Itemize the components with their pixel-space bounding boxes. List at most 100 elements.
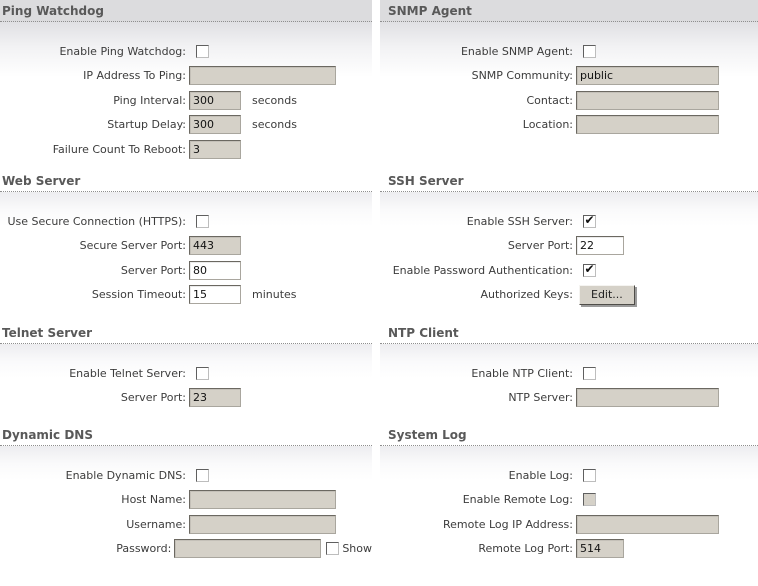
section-title: SNMP Agent bbox=[380, 0, 758, 22]
section-system-log: System Log Enable Log: Enable Remote Log: R… bbox=[380, 422, 758, 586]
field-row: Enable SSH Server: ✔ bbox=[380, 209, 758, 234]
host-name-input-label: Host Name: bbox=[121, 493, 186, 507]
startup-delay-input bbox=[189, 115, 241, 135]
username-input bbox=[189, 514, 336, 534]
password-input-label: Password: bbox=[116, 542, 172, 556]
ntp-server-input bbox=[576, 388, 719, 408]
band-row-1: Ping Watchdog Enable Ping Watchdog: IP Add… bbox=[0, 0, 758, 168]
contact-input-label: Contact: bbox=[526, 93, 573, 107]
field-row: Enable Remote Log: bbox=[380, 488, 758, 513]
location-input-label: Location: bbox=[522, 118, 573, 132]
ip-address-to-ping-input-label: IP Address To Ping: bbox=[83, 69, 186, 83]
field-row: Location: bbox=[380, 113, 758, 138]
section-body: Enable Log: Enable Remote Log: Remote Log … bbox=[380, 446, 758, 586]
field-row: Username: bbox=[0, 512, 372, 537]
web-server-port-input-label: Server Port: bbox=[120, 263, 186, 277]
field-row: Enable Log: bbox=[380, 463, 758, 488]
field-row: SNMP Community: bbox=[380, 64, 758, 89]
section-body: Enable NTP Client: NTP Server: bbox=[380, 344, 758, 424]
show-password-checkbox-label: Show bbox=[342, 542, 372, 556]
snmp-community-input bbox=[576, 66, 719, 86]
ping-interval-input-label: Ping Interval: bbox=[113, 93, 186, 107]
authorized-keys-edit-button-label: Authorized Keys: bbox=[480, 288, 574, 302]
enable-ntp-client-checkbox[interactable] bbox=[583, 366, 596, 380]
unit-label: minutes bbox=[252, 288, 297, 302]
authorized-keys-edit-button[interactable]: Edit... bbox=[579, 284, 635, 305]
section-snmp-agent: SNMP Agent Enable SNMP Agent: SNMP Communi… bbox=[380, 0, 758, 168]
field-row: Enable Ping Watchdog: bbox=[0, 39, 372, 64]
section-telnet-server: Telnet Server Enable Telnet Server: Server… bbox=[0, 320, 372, 424]
ssh-server-port-input-label: Server Port: bbox=[507, 239, 573, 253]
enable-telnet-server-checkbox[interactable] bbox=[196, 366, 209, 380]
section-dynamic-dns: Dynamic DNS Enable Dynamic DNS: Host Name:… bbox=[0, 422, 372, 586]
field-row: Enable NTP Client: bbox=[380, 361, 758, 386]
field-row: NTP Server: bbox=[380, 386, 758, 411]
field-row: Server Port: bbox=[0, 258, 372, 283]
session-timeout-input[interactable] bbox=[189, 285, 241, 305]
web-server-port-input[interactable] bbox=[189, 260, 241, 280]
section-title: Ping Watchdog bbox=[0, 0, 372, 22]
enable-ping-watchdog-checkbox[interactable] bbox=[196, 44, 209, 58]
enable-ssh-server-checkbox-label: Enable SSH Server: bbox=[466, 214, 573, 228]
enable-log-checkbox[interactable] bbox=[583, 468, 596, 482]
field-row: Enable Telnet Server: bbox=[0, 361, 372, 386]
ip-address-to-ping-input bbox=[189, 66, 336, 86]
secure-server-port-input-label: Secure Server Port: bbox=[79, 239, 186, 253]
section-title: NTP Client bbox=[380, 320, 758, 344]
failure-count-to-reboot-input-label: Failure Count To Reboot: bbox=[52, 142, 186, 156]
unit-label: seconds bbox=[252, 118, 297, 132]
host-name-input bbox=[189, 490, 336, 510]
failure-count-to-reboot-input bbox=[189, 139, 241, 159]
section-title: SSH Server bbox=[380, 168, 758, 192]
telnet-server-port-input-label: Server Port: bbox=[120, 391, 186, 405]
section-ntp-client: NTP Client Enable NTP Client: NTP Server: bbox=[380, 320, 758, 424]
field-row: Session Timeout: minutes bbox=[0, 283, 372, 308]
field-row: Enable SNMP Agent: bbox=[380, 39, 758, 64]
enable-snmp-agent-checkbox[interactable] bbox=[583, 44, 596, 58]
section-body: Enable Ping Watchdog: IP Address To Ping:… bbox=[0, 22, 372, 168]
ssh-server-port-input[interactable] bbox=[576, 236, 624, 256]
section-body: Enable Dynamic DNS: Host Name: Username: Pa… bbox=[0, 446, 372, 586]
remote-log-port-input bbox=[576, 539, 624, 559]
field-row: Server Port: bbox=[380, 234, 758, 259]
field-row: Remote Log Port: bbox=[380, 537, 758, 562]
enable-dynamic-dns-checkbox-label: Enable Dynamic DNS: bbox=[65, 468, 186, 482]
snmp-community-input-label: SNMP Community: bbox=[471, 69, 573, 83]
use-secure-connection-https-checkbox[interactable] bbox=[196, 214, 209, 228]
ntp-server-input-label: NTP Server: bbox=[508, 391, 573, 405]
remote-log-ip-address-input-label: Remote Log IP Address: bbox=[443, 517, 573, 531]
enable-remote-log-checkbox bbox=[583, 493, 596, 507]
show-password-checkbox[interactable] bbox=[326, 542, 340, 556]
secure-server-port-input bbox=[189, 236, 241, 256]
enable-password-authentication-checkbox[interactable]: ✔ bbox=[583, 262, 596, 277]
password-show-group: Show bbox=[326, 542, 372, 556]
section-title: Telnet Server bbox=[0, 320, 372, 344]
enable-ping-watchdog-checkbox-label: Enable Ping Watchdog: bbox=[59, 44, 186, 58]
session-timeout-input-label: Session Timeout: bbox=[91, 288, 186, 302]
field-row: Password: Show bbox=[0, 537, 372, 562]
remote-log-port-input-label: Remote Log Port: bbox=[478, 542, 573, 556]
enable-ssh-server-checkbox[interactable]: ✔ bbox=[583, 213, 596, 228]
check-mark-icon: ✔ bbox=[584, 213, 595, 228]
field-row: Ping Interval: seconds bbox=[0, 88, 372, 113]
section-title: Dynamic DNS bbox=[0, 422, 372, 446]
enable-telnet-server-checkbox-label: Enable Telnet Server: bbox=[69, 366, 186, 380]
field-row: Secure Server Port: bbox=[0, 234, 372, 259]
remote-log-ip-address-input bbox=[576, 514, 719, 534]
section-body: Enable Telnet Server: Server Port: bbox=[0, 344, 372, 424]
unit-label: seconds bbox=[252, 93, 297, 107]
field-row: IP Address To Ping: bbox=[0, 64, 372, 89]
contact-input bbox=[576, 90, 719, 110]
section-web-server: Web Server Use Secure Connection (HTTPS):… bbox=[0, 168, 372, 322]
enable-remote-log-checkbox-label: Enable Remote Log: bbox=[462, 493, 573, 507]
enable-dynamic-dns-checkbox[interactable] bbox=[196, 468, 209, 482]
enable-snmp-agent-checkbox-label: Enable SNMP Agent: bbox=[460, 44, 573, 58]
check-mark-icon: ✔ bbox=[584, 262, 595, 277]
telnet-server-port-input bbox=[189, 388, 241, 408]
enable-password-authentication-checkbox-label: Enable Password Authentication: bbox=[392, 263, 573, 277]
section-ping-watchdog: Ping Watchdog Enable Ping Watchdog: IP Add… bbox=[0, 0, 372, 168]
use-secure-connection-https-checkbox-label: Use Secure Connection (HTTPS): bbox=[7, 214, 186, 228]
band-row-2: Web Server Use Secure Connection (HTTPS):… bbox=[0, 168, 758, 322]
startup-delay-input-label: Startup Delay: bbox=[107, 118, 186, 132]
